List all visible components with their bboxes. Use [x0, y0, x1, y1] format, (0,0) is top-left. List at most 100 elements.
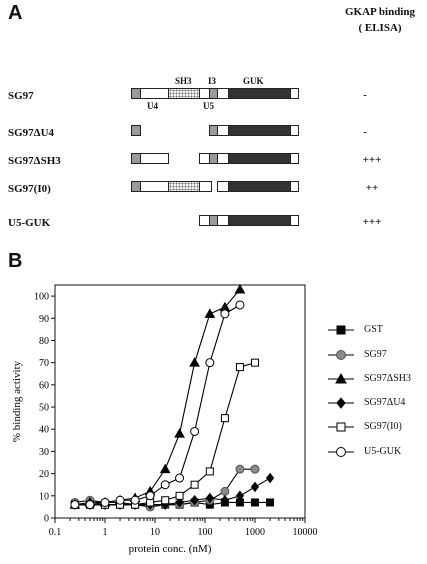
y-tick-label: 70 [39, 358, 49, 369]
sg97-i0-point [161, 496, 170, 505]
x-tick-label: 100 [198, 527, 213, 538]
sg97-du4-point [220, 494, 230, 506]
y-tick-label: 90 [39, 314, 49, 325]
label-guk: GUK [243, 76, 264, 86]
legend-item: SG97ΔU4 [326, 396, 426, 412]
u4-segment [140, 181, 169, 192]
sg97-dsh3-point [204, 308, 216, 318]
sg97-dsh3-point [189, 357, 200, 367]
u5-guk-point [160, 480, 170, 490]
y-tick-label: 80 [39, 336, 49, 347]
sg97-du4-point [235, 490, 245, 502]
legend-item: SG97 [326, 348, 426, 364]
label-i3: I3 [208, 76, 217, 86]
legend-swatch [328, 372, 354, 384]
sg97-i0-point [190, 480, 199, 489]
sg97-du4-point [190, 494, 199, 506]
legend-swatch [328, 397, 354, 409]
binding-sg97-i0: ++ [365, 182, 379, 194]
elisa-header: ( ELISA) [358, 22, 402, 34]
gst-point [251, 498, 259, 507]
series-2 [69, 283, 246, 509]
y-tick-label: 40 [39, 425, 49, 436]
u5-segment [199, 181, 212, 192]
guk-domain [228, 215, 291, 226]
c-terminal-segment [290, 153, 299, 164]
sg97-i0-point [205, 467, 214, 476]
x-tick-label: 1000 [245, 527, 265, 538]
plot-frame [54, 284, 306, 519]
c-terminal-segment [290, 88, 299, 99]
legend-swatch [328, 350, 354, 360]
u5-guk-point [115, 495, 125, 505]
sg97-du4-point [336, 397, 346, 409]
sg97-dsh3-point [159, 463, 171, 474]
legend-label: SG97ΔU4 [364, 397, 406, 408]
guk-domain [228, 181, 291, 192]
u5-guk-point [70, 500, 80, 510]
sh3-domain [168, 181, 200, 192]
label-sh3: SH3 [175, 76, 192, 86]
gst-point [266, 498, 275, 507]
sg97-point [250, 464, 260, 474]
y-tick-label: 100 [34, 292, 49, 303]
x-tick-label: 0.1 [49, 527, 62, 538]
sh3-domain [168, 88, 200, 99]
sg97-dsh3-point [335, 372, 347, 384]
legend-swatch [328, 325, 354, 335]
series-line [74, 289, 241, 506]
n-terminal-domain [131, 125, 141, 136]
construct-name-sg97-du4: SG97ΔU4 [8, 127, 55, 139]
legend-item: GST [326, 323, 426, 339]
c-terminal-segment [290, 125, 299, 136]
u5-guk-point [85, 500, 95, 510]
sg97-point [235, 464, 245, 474]
construct-name-sg97-dsh3: SG97ΔSH3 [8, 155, 61, 167]
sg97-i0-point [220, 414, 229, 423]
sg97-du4-point [250, 481, 260, 493]
y-tick-label: 10 [39, 491, 49, 502]
u4-segment [140, 153, 169, 164]
sg97-point [336, 350, 346, 360]
legend-item: SG97(I0) [326, 420, 426, 436]
binding-chart: 0.1 1 10 100 1000 10000 protein conc. (nM) 0 10 2… [11, 283, 318, 555]
u5-guk-point [205, 358, 215, 368]
x-tick-label: 1 [103, 527, 108, 538]
sg97-dsh3-point [234, 283, 246, 294]
panel-a-letter: A [8, 2, 23, 24]
guk-domain [228, 88, 291, 99]
gkap-binding-header: GKAP binding [344, 6, 415, 18]
legend-label: U5-GUK [364, 446, 402, 457]
u4-segment [140, 88, 169, 99]
u5-guk-point [145, 491, 155, 501]
sg97-i0-point [235, 363, 244, 372]
u5-guk-point [336, 447, 346, 457]
legend-swatch [328, 447, 354, 457]
construct-name-u5-guk: U5-GUK [8, 217, 51, 229]
u5-guk-point [190, 426, 200, 436]
y-tick-label: 50 [39, 403, 49, 414]
legend-label: SG97ΔSH3 [364, 373, 411, 384]
construct-name-sg97-i0: SG97(I0) [8, 183, 51, 195]
legend-swatch [328, 422, 354, 432]
legend-label: SG97 [364, 349, 387, 360]
c-terminal-segment [290, 181, 299, 192]
y-tick-label: 0 [44, 514, 49, 525]
sg97-dsh3-point [174, 428, 185, 438]
label-u5: U5 [203, 101, 214, 111]
series-line [74, 304, 241, 506]
legend-label: SG97(I0) [364, 421, 402, 432]
sg97-du4-point [175, 497, 184, 508]
x-axis-label: protein conc. (nM) [129, 543, 212, 555]
sg97-du4-point [265, 472, 275, 484]
sg97-i0-point [336, 422, 346, 432]
construct-name-sg97: SG97 [8, 90, 34, 102]
x-tick-label: 10 [150, 527, 160, 538]
u5-guk-point [100, 497, 110, 507]
legend-item: U5-GUK [326, 445, 426, 461]
u5-guk-point [220, 309, 230, 319]
sg97-i0-point [251, 358, 259, 367]
y-tick-label: 30 [39, 447, 49, 458]
guk-domain [228, 125, 291, 136]
u5-guk-point [130, 495, 140, 505]
